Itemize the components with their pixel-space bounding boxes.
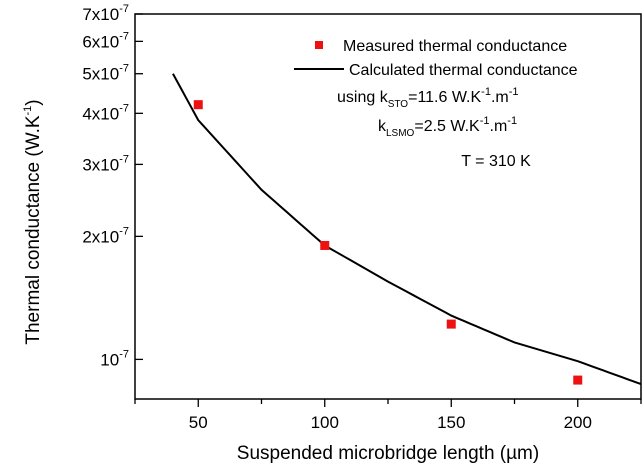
legend-label-calculated: Calculated thermal conductance	[349, 62, 578, 79]
legend-label-measured: Measured thermal conductance	[343, 38, 567, 55]
axis-ticks	[134, 13, 642, 407]
y-tick-mantissa: 2x10	[82, 227, 119, 246]
legend-temperature: T = 310 K	[461, 153, 531, 170]
x-tick-label: 200	[564, 413, 592, 432]
y-tick-exponent: -7	[119, 30, 129, 42]
y-tick-label: 3x10-7	[82, 153, 129, 174]
measured-point	[193, 100, 203, 110]
y-tick-label: 10-7	[100, 348, 129, 369]
y-tick-exponent: -7	[119, 3, 129, 15]
y-tick-mantissa: 7x10	[82, 5, 119, 24]
legend-param-sto: using kSTO=11.6 W.K-1.m-1	[337, 86, 519, 110]
y-tick-mantissa: 5x10	[82, 65, 119, 84]
legend: Measured thermal conductance Calculated …	[294, 38, 578, 170]
measured-points-layer	[193, 100, 583, 385]
x-tick-label: 100	[311, 413, 339, 432]
x-tick-label: 50	[189, 413, 208, 432]
y-tick-label: 4x10-7	[82, 102, 129, 123]
y-tick-exponent: -7	[119, 102, 129, 114]
y-tick-exponent: -7	[119, 348, 129, 360]
legend-marker-measured	[315, 41, 323, 49]
x-tick-labels: 50 100 150 200	[189, 413, 592, 432]
y-tick-label: 5x10-7	[82, 63, 129, 84]
y-axis-title: Thermal conductance (W.K-1)	[22, 99, 44, 344]
measured-point	[573, 375, 583, 385]
y-tick-label: 2x10-7	[82, 225, 129, 246]
y-tick-label: 6x10-7	[82, 30, 129, 51]
calculated-curve-layer	[172, 73, 642, 386]
y-tick-mantissa: 3x10	[82, 155, 119, 174]
y-tick-mantissa: 4x10	[82, 104, 119, 123]
y-tick-label: 7x10-7	[82, 3, 129, 24]
x-axis-title: Suspended microbridge length (µm)	[237, 443, 539, 464]
x-tick-label: 150	[437, 413, 465, 432]
y-tick-exponent: -7	[119, 63, 129, 75]
measured-point	[446, 319, 456, 329]
y-tick-mantissa: 10	[100, 350, 119, 369]
calculated-curve	[172, 73, 642, 386]
y-tick-exponent: -7	[119, 225, 129, 237]
legend-param-lsmo: kLSMO=2.5 W.K-1.m-1	[378, 115, 517, 139]
y-tick-mantissa: 6x10	[82, 32, 119, 51]
measured-point	[320, 240, 330, 250]
y-tick-exponent: -7	[119, 153, 129, 165]
plot-frame	[134, 13, 642, 400]
